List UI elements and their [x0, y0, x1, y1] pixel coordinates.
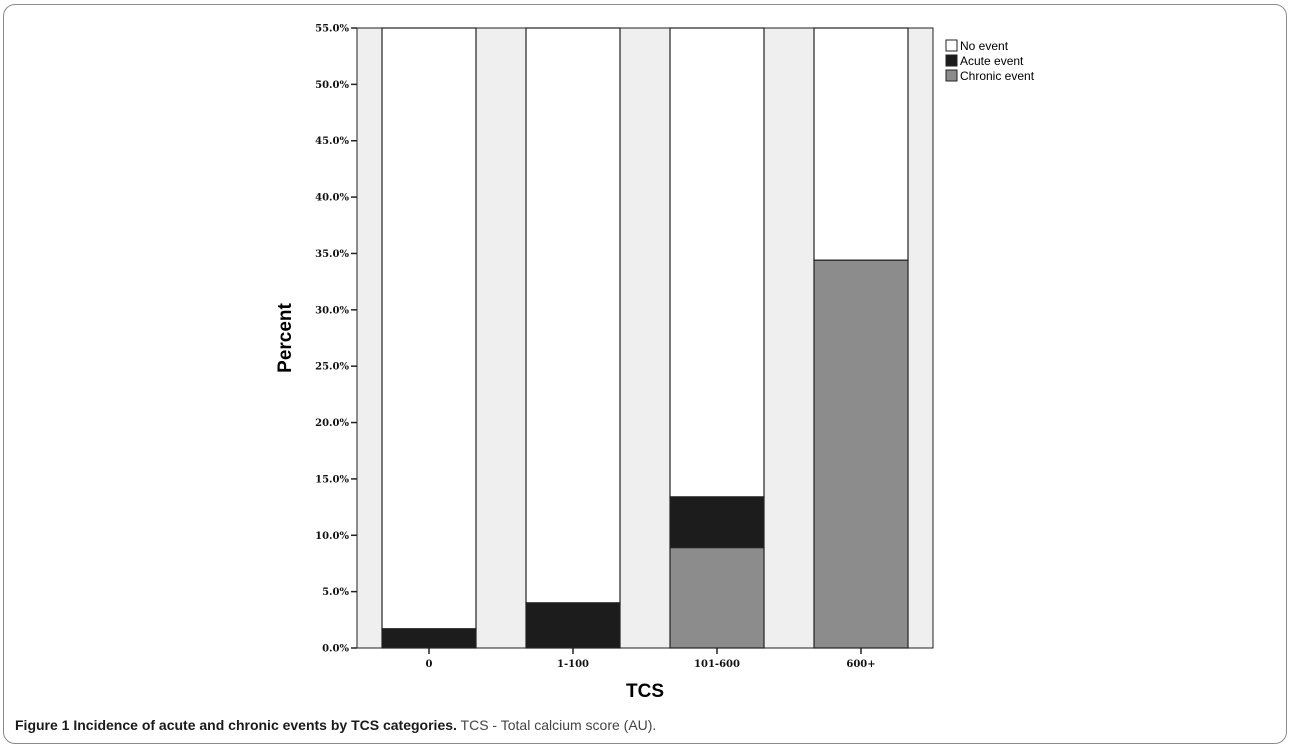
- x-axis-title: TCS: [626, 681, 664, 702]
- x-tick-label: 0: [426, 659, 433, 670]
- caption-description: TCS - Total calcium score (AU).: [456, 717, 657, 733]
- x-tick-label: 600+: [846, 659, 875, 670]
- y-tick-label: 25.0%: [315, 362, 349, 373]
- y-tick-label: 15.0%: [315, 474, 349, 485]
- legend-label-acute-event: Acute event: [960, 54, 1024, 68]
- y-tick-label: 5.0%: [322, 587, 349, 598]
- x-tick-label: 101-600: [694, 659, 740, 670]
- bars-layer: [381, 27, 909, 649]
- bar-acute-event-0: [381, 628, 477, 649]
- bar-acute-event-101-600: [669, 496, 765, 549]
- y-tick-label: 30.0%: [315, 305, 349, 316]
- y-tick-label: 10.0%: [315, 531, 349, 542]
- bar-no-event-101-600: [669, 27, 765, 498]
- y-tick-label: 20.0%: [315, 418, 349, 429]
- legend-label-chronic-event: Chronic event: [960, 69, 1035, 83]
- bar-chronic-event-101-600: [669, 547, 765, 649]
- y-tick-label: 45.0%: [315, 136, 349, 147]
- y-tick-label: 50.0%: [315, 80, 349, 91]
- y-tick-label: 40.0%: [315, 193, 349, 204]
- y-tick-label: 35.0%: [315, 249, 349, 260]
- bar-no-event-0: [381, 27, 477, 630]
- y-axis: 0.0% 5.0% 10.0% 15.0% 20.0% 25.0% 30.0% 35.0% 40…: [315, 24, 358, 655]
- y-tick-label: 55.0%: [315, 24, 349, 35]
- bar-chronic-event-600: [813, 259, 909, 649]
- figure-caption: Figure 1 Incidence of acute and chronic …: [15, 717, 656, 733]
- legend-swatch-chronic-event: [945, 69, 958, 82]
- legend-swatch-acute-event: [945, 54, 958, 67]
- y-tick-label: 0.0%: [322, 644, 349, 655]
- legend-swatch-no-event: [945, 39, 958, 52]
- y-axis-title: Percent: [275, 302, 296, 372]
- bar-acute-event-1-100: [525, 602, 621, 649]
- bar-no-event-1-100: [525, 27, 621, 604]
- legend-label-no-event: No event: [960, 39, 1009, 53]
- caption-title: Figure 1 Incidence of acute and chronic …: [15, 717, 457, 733]
- x-tick-label: 1-100: [557, 659, 589, 670]
- bar-no-event-600: [813, 27, 909, 261]
- x-axis: 0 1-100 101-600 600+: [426, 648, 876, 670]
- stacked-bar-chart: 0.0% 5.0% 10.0% 15.0% 20.0% 25.0% 30.0% 35.0% 40…: [275, 24, 1035, 703]
